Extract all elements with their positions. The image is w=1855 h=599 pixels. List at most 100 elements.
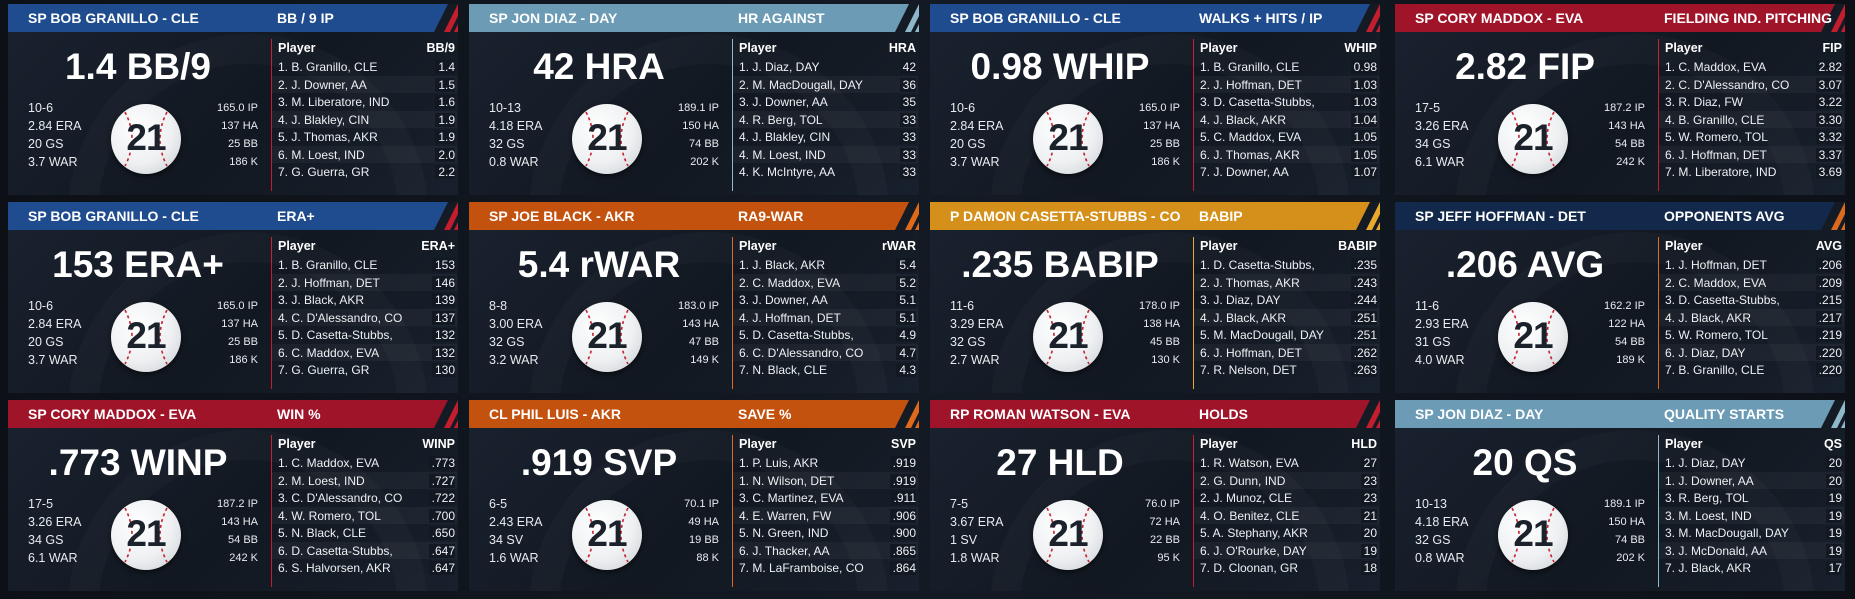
leaderboard-row[interactable]: 4. J. Hoffman, DET 5.1 bbox=[733, 308, 918, 326]
leaderboard-row[interactable]: 1. C. Maddox, EVA 2.82 bbox=[1659, 58, 1844, 75]
leader-card[interactable]: RP ROMAN WATSON - EVA HOLDS 27 HLD 7-5 3.67 … bbox=[930, 400, 1380, 591]
leaderboard-row[interactable]: 2. J. Thomas, AKR .243 bbox=[1194, 273, 1379, 291]
leaderboard-row[interactable]: 3. M. Loest, IND 19 bbox=[1659, 506, 1844, 524]
leaderboard-row[interactable]: 6. M. Loest, IND 2.0 bbox=[272, 145, 457, 163]
leaderboard-row[interactable]: 2. J. Downer, AA 1.5 bbox=[272, 75, 457, 93]
leaderboard-row[interactable]: 6. D. Casetta-Stubbs, .647 bbox=[272, 541, 457, 559]
leaderboard-row[interactable]: 4. J. Blakley, CIN 33 bbox=[733, 128, 918, 145]
leaderboard-row[interactable]: 4. J. Black, AKR .217 bbox=[1659, 308, 1844, 326]
leader-card[interactable]: SP CORY MADDOX - EVA FIELDING IND. PITCHI… bbox=[1395, 4, 1845, 195]
leaderboard-row[interactable]: 5. C. Maddox, EVA 1.05 bbox=[1194, 128, 1379, 145]
leaderboard-row[interactable]: 5. D. Casetta-Stubbs, 4.9 bbox=[733, 326, 918, 343]
leaderboard-row[interactable]: 3. R. Diaz, FW 3.22 bbox=[1659, 93, 1844, 110]
leaderboard-row[interactable]: 7. D. Cloonan, GR 18 bbox=[1194, 559, 1379, 576]
leaderboard-row[interactable]: 3. J. McDonald, AA 19 bbox=[1659, 541, 1844, 559]
leaderboard-row[interactable]: 1. B. Granillo, CLE 153 bbox=[272, 256, 457, 273]
leader-card[interactable]: SP JON DIAZ - DAY HR AGAINST 42 HRA 10-13 4.… bbox=[469, 4, 919, 195]
leaderboard-row[interactable]: 5. W. Romero, TOL .219 bbox=[1659, 326, 1844, 343]
leaderboard-row[interactable]: 1. P. Luis, AKR .919 bbox=[733, 454, 918, 471]
leader-card[interactable]: SP JON DIAZ - DAY QUALITY STARTS 20 QS 10-1… bbox=[1395, 400, 1845, 591]
leaderboard-row[interactable]: 2. M. Loest, IND .727 bbox=[272, 471, 457, 489]
leaderboard-row[interactable]: 4. R. Berg, TOL 33 bbox=[733, 110, 918, 128]
leaderboard-row[interactable]: 2. M. MacDougall, DAY 36 bbox=[733, 75, 918, 93]
leaderboard-row[interactable]: 2. G. Dunn, IND 23 bbox=[1194, 471, 1379, 489]
leaderboard-row[interactable]: 5. J. Thomas, AKR 1.9 bbox=[272, 128, 457, 145]
leaderboard-row[interactable]: 3. J. Downer, AA 35 bbox=[733, 93, 918, 110]
leaderboard-row[interactable]: 3. J. Diaz, DAY .244 bbox=[1194, 291, 1379, 308]
leader-value: 19 bbox=[1825, 491, 1842, 505]
leader-card[interactable]: SP BOB GRANILLO - CLE WALKS + HITS / IP 0.… bbox=[930, 4, 1380, 195]
leaderboard-row[interactable]: 4. B. Granillo, CLE 3.30 bbox=[1659, 110, 1844, 128]
leader-card[interactable]: SP CORY MADDOX - EVA WIN % .773 WINP 17-5 3.… bbox=[8, 400, 458, 591]
totals-line: 54 BB bbox=[228, 534, 258, 546]
leaderboard-row[interactable]: 1. J. Diaz, DAY 20 bbox=[1659, 454, 1844, 471]
leaderboard-row[interactable]: 1. J. Diaz, DAY 42 bbox=[733, 58, 918, 75]
leaderboard-row[interactable]: 5. A. Stephany, AKR 20 bbox=[1194, 524, 1379, 541]
leader-card[interactable]: P DAMON CASETTA-STUBBS - CO BABIP .235 BAB… bbox=[930, 202, 1380, 393]
leaderboard-row[interactable]: 6. J. Diaz, DAY .220 bbox=[1659, 343, 1844, 361]
leaderboard-row[interactable]: 4. K. McIntyre, AA 33 bbox=[733, 163, 918, 180]
leaderboard-row[interactable]: 4. E. Warren, FW .906 bbox=[733, 506, 918, 524]
leaderboard-row[interactable]: 3. D. Casetta-Stubbs, 1.03 bbox=[1194, 93, 1379, 110]
leaderboard-row[interactable]: 1. B. Granillo, CLE 0.98 bbox=[1194, 58, 1379, 75]
leaderboard-row[interactable]: 6. C. D'Alessandro, CO 4.7 bbox=[733, 343, 918, 361]
leaderboard-row[interactable]: 7. M. LaFramboise, CO .864 bbox=[733, 559, 918, 576]
leaderboard-row[interactable]: 7. G. Guerra, GR 130 bbox=[272, 361, 457, 378]
leaderboard-row[interactable]: 7. B. Granillo, CLE .220 bbox=[1659, 361, 1844, 378]
leaderboard-row[interactable]: 3. D. Casetta-Stubbs, .215 bbox=[1659, 291, 1844, 308]
leaderboard-row[interactable]: 2. J. Munoz, CLE 23 bbox=[1194, 489, 1379, 506]
leaderboard-row[interactable]: 5. M. MacDougall, DAY .251 bbox=[1194, 326, 1379, 343]
leader-card[interactable]: SP BOB GRANILLO - CLE BB / 9 IP 1.4 BB/9 10… bbox=[8, 4, 458, 195]
leaderboard-row[interactable]: 7. J. Black, AKR 17 bbox=[1659, 559, 1844, 576]
leaderboard-row[interactable]: 6. S. Halvorsen, AKR .647 bbox=[272, 559, 457, 576]
leader-card[interactable]: SP JEFF HOFFMAN - DET OPPONENTS AVG .206 A… bbox=[1395, 202, 1845, 393]
leaderboard-row[interactable]: 6. J. Thacker, AA .865 bbox=[733, 541, 918, 559]
leaderboard-row[interactable]: 6. C. Maddox, EVA 132 bbox=[272, 343, 457, 361]
leaderboard-row[interactable]: 6. J. Thomas, AKR 1.05 bbox=[1194, 145, 1379, 163]
leaderboard-row[interactable]: 3. C. Martinez, EVA .911 bbox=[733, 489, 918, 506]
leaderboard-row[interactable]: 2. C. D'Alessandro, CO 3.07 bbox=[1659, 75, 1844, 93]
leaderboard-row[interactable]: 1. B. Granillo, CLE 1.4 bbox=[272, 58, 457, 75]
leaderboard-row[interactable]: 7. N. Black, CLE 4.3 bbox=[733, 361, 918, 378]
leaderboard-row[interactable]: 7. J. Downer, AA 1.07 bbox=[1194, 163, 1379, 180]
leaderboard-row[interactable]: 4. M. Loest, IND 33 bbox=[733, 145, 918, 163]
leaderboard-row[interactable]: 4. C. D'Alessandro, CO 137 bbox=[272, 308, 457, 326]
leader-card[interactable]: SP JOE BLACK - AKR RA9-WAR 5.4 rWAR 8-8 3.00… bbox=[469, 202, 919, 393]
leaderboard-row[interactable]: 4. J. Black, AKR .251 bbox=[1194, 308, 1379, 326]
leader-card[interactable]: SP BOB GRANILLO - CLE ERA+ 153 ERA+ 10-6 2.8… bbox=[8, 202, 458, 393]
leaderboard-row[interactable]: 2. J. Hoffman, DET 1.03 bbox=[1194, 75, 1379, 93]
leaderboard-row[interactable]: 3. J. Black, AKR 139 bbox=[272, 291, 457, 308]
leaderboard-row[interactable]: 2. J. Hoffman, DET 146 bbox=[272, 273, 457, 291]
leaderboard-row[interactable]: 5. D. Casetta-Stubbs, 132 bbox=[272, 326, 457, 343]
leaderboard-row[interactable]: 2. C. Maddox, EVA .209 bbox=[1659, 273, 1844, 291]
leaderboard-row[interactable]: 6. J. Hoffman, DET .262 bbox=[1194, 343, 1379, 361]
leaderboard-row[interactable]: 1. J. Downer, AA 20 bbox=[1659, 471, 1844, 489]
leaderboard-row[interactable]: 3. C. D'Alessandro, CO .722 bbox=[272, 489, 457, 506]
leader-card[interactable]: CL PHIL LUIS - AKR SAVE % .919 SVP 6-5 2.43 … bbox=[469, 400, 919, 591]
leaderboard-row[interactable]: 4. J. Blakley, CIN 1.9 bbox=[272, 110, 457, 128]
leaderboard-row[interactable]: 6. J. O'Rourke, DAY 19 bbox=[1194, 541, 1379, 559]
leaderboard-row[interactable]: 4. W. Romero, TOL .700 bbox=[272, 506, 457, 524]
leaderboard-header: Player HLD bbox=[1194, 435, 1379, 453]
leaderboard-row[interactable]: 7. G. Guerra, GR 2.2 bbox=[272, 163, 457, 180]
leaderboard-row[interactable]: 6. J. Hoffman, DET 3.37 bbox=[1659, 145, 1844, 163]
leaderboard-row[interactable]: 5. N. Black, CLE .650 bbox=[272, 524, 457, 541]
leaderboard-row[interactable]: 3. M. MacDougall, DAY 19 bbox=[1659, 524, 1844, 541]
leaderboard-row[interactable]: 4. J. Black, AKR 1.04 bbox=[1194, 110, 1379, 128]
leaderboard-row[interactable]: 1. D. Casetta-Stubbs, .235 bbox=[1194, 256, 1379, 273]
leaderboard-row[interactable]: 1. R. Watson, EVA 27 bbox=[1194, 454, 1379, 471]
leaderboard-row[interactable]: 1. J. Hoffman, DET .206 bbox=[1659, 256, 1844, 273]
leaderboard-row[interactable]: 4. O. Benitez, CLE 21 bbox=[1194, 506, 1379, 524]
leaderboard-row[interactable]: 3. J. Downer, AA 5.1 bbox=[733, 291, 918, 308]
leaderboard-row[interactable]: 3. R. Berg, TOL 19 bbox=[1659, 489, 1844, 506]
leaderboard-row[interactable]: 1. J. Black, AKR 5.4 bbox=[733, 256, 918, 273]
leader-value: .220 bbox=[1815, 345, 1842, 360]
leaderboard-row[interactable]: 7. R. Nelson, DET .263 bbox=[1194, 361, 1379, 378]
leaderboard-row[interactable]: 3. M. Liberatore, IND 1.6 bbox=[272, 93, 457, 110]
leaderboard-row[interactable]: 1. N. Wilson, DET .919 bbox=[733, 471, 918, 489]
leaderboard-row[interactable]: 1. C. Maddox, EVA .773 bbox=[272, 454, 457, 471]
leaderboard-row[interactable]: 5. W. Romero, TOL 3.32 bbox=[1659, 128, 1844, 145]
leaderboard-row[interactable]: 2. C. Maddox, EVA 5.2 bbox=[733, 273, 918, 291]
leaderboard-row[interactable]: 5. N. Green, IND .900 bbox=[733, 524, 918, 541]
leaderboard-row[interactable]: 7. M. Liberatore, IND 3.69 bbox=[1659, 163, 1844, 180]
